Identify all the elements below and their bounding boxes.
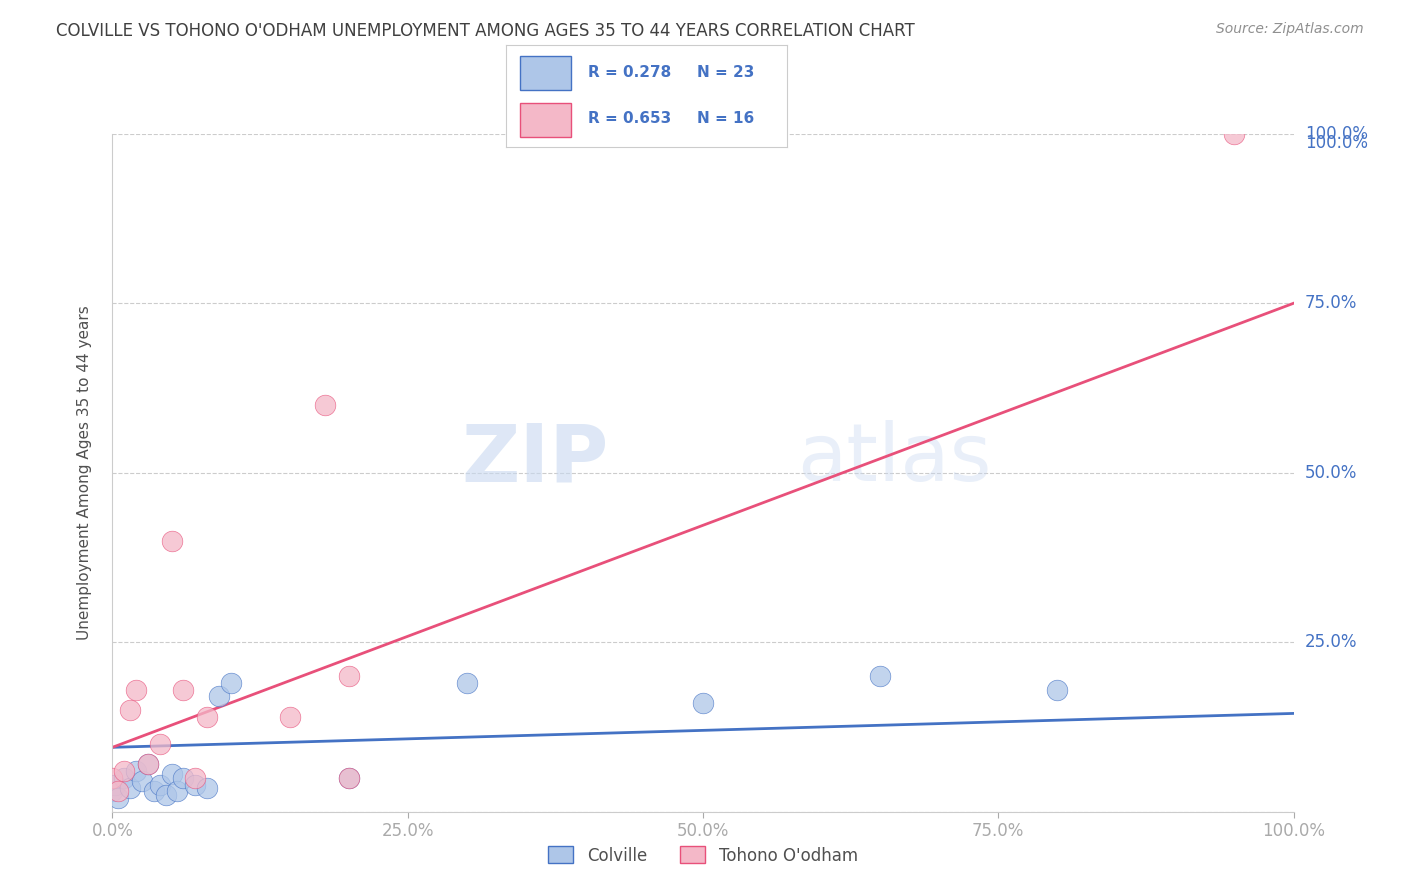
Point	[184, 771, 207, 785]
Point	[456, 676, 478, 690]
Point	[112, 771, 135, 785]
Point	[195, 710, 218, 724]
FancyBboxPatch shape	[520, 56, 571, 90]
Text: R = 0.653: R = 0.653	[588, 112, 671, 127]
Point	[149, 737, 172, 751]
Point	[107, 791, 129, 805]
Point	[125, 764, 148, 778]
Point	[172, 682, 194, 697]
Point	[166, 784, 188, 798]
Point	[136, 757, 159, 772]
Point	[107, 784, 129, 798]
Point	[208, 690, 231, 704]
Point	[219, 676, 242, 690]
Point	[120, 780, 142, 795]
Point	[136, 757, 159, 772]
Point	[149, 778, 172, 792]
Point	[101, 771, 124, 785]
Point	[195, 780, 218, 795]
Point	[155, 788, 177, 802]
Text: N = 23: N = 23	[697, 65, 755, 80]
Point	[337, 669, 360, 683]
Text: 50.0%: 50.0%	[1305, 464, 1357, 482]
Point	[142, 784, 165, 798]
Point	[112, 764, 135, 778]
Text: 100.0%: 100.0%	[1305, 134, 1368, 152]
Point	[184, 778, 207, 792]
Text: ZIP: ZIP	[461, 420, 609, 499]
Point	[278, 710, 301, 724]
Legend: Colville, Tohono O'odham: Colville, Tohono O'odham	[541, 839, 865, 871]
Point	[104, 778, 127, 792]
Point	[1046, 682, 1069, 697]
Text: 25.0%: 25.0%	[1305, 633, 1357, 651]
FancyBboxPatch shape	[520, 103, 571, 137]
Point	[337, 771, 360, 785]
Point	[160, 767, 183, 781]
Point	[314, 398, 336, 412]
Text: atlas: atlas	[797, 420, 991, 499]
Point	[131, 774, 153, 789]
Point	[869, 669, 891, 683]
Point	[1223, 127, 1246, 141]
Text: 75.0%: 75.0%	[1305, 294, 1357, 312]
Text: COLVILLE VS TOHONO O'ODHAM UNEMPLOYMENT AMONG AGES 35 TO 44 YEARS CORRELATION CH: COLVILLE VS TOHONO O'ODHAM UNEMPLOYMENT …	[56, 22, 915, 40]
Text: Source: ZipAtlas.com: Source: ZipAtlas.com	[1216, 22, 1364, 37]
Point	[172, 771, 194, 785]
Point	[160, 533, 183, 548]
Point	[120, 703, 142, 717]
Text: R = 0.278: R = 0.278	[588, 65, 671, 80]
Point	[125, 682, 148, 697]
Point	[337, 771, 360, 785]
Text: N = 16: N = 16	[697, 112, 755, 127]
Point	[101, 784, 124, 798]
Text: 100.0%: 100.0%	[1305, 125, 1368, 143]
Y-axis label: Unemployment Among Ages 35 to 44 years: Unemployment Among Ages 35 to 44 years	[77, 305, 91, 640]
Point	[692, 696, 714, 710]
